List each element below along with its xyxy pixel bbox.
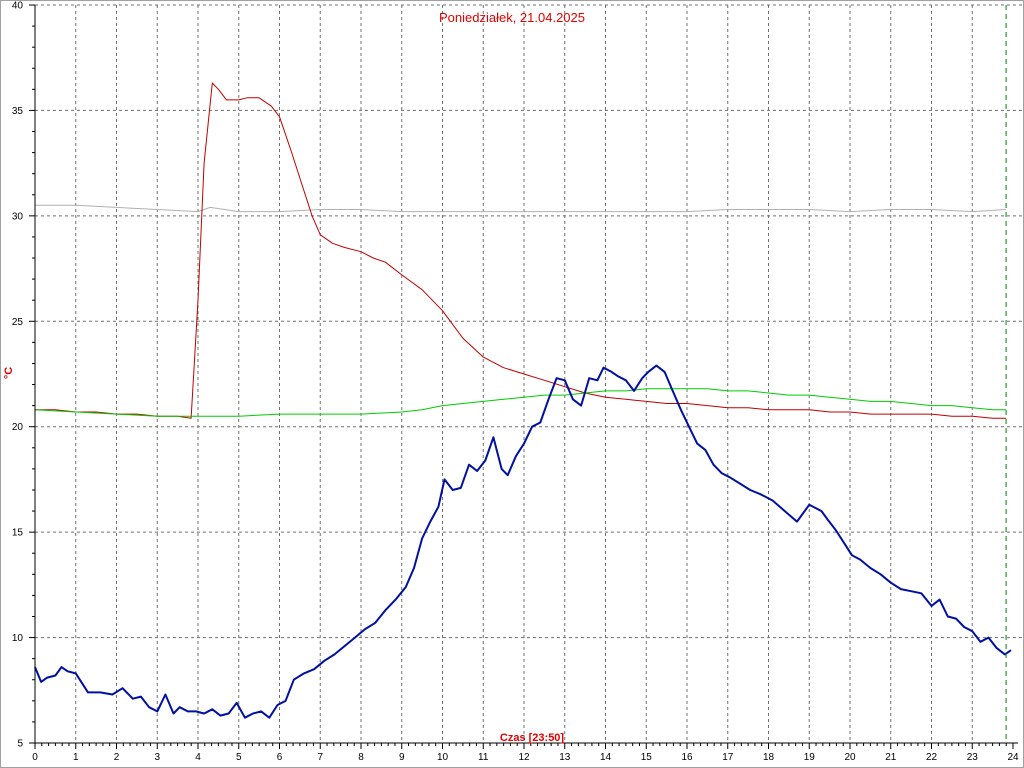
y-tick-label: 30: [12, 211, 24, 222]
x-tick-label: 6: [277, 752, 283, 763]
x-tick-label: 8: [358, 752, 364, 763]
y-tick-label: 40: [12, 1, 24, 12]
x-tick-label: 11: [478, 752, 489, 763]
x-tick-label: 14: [600, 752, 612, 763]
y-tick-label: 15: [12, 528, 24, 539]
y-axis-label: °C: [3, 367, 15, 379]
x-tick-label: 4: [195, 752, 201, 763]
x-tick-label: 21: [885, 752, 897, 763]
x-tick-label: 19: [804, 752, 816, 763]
series-line: [35, 204, 1007, 213]
y-tick-label: 35: [12, 106, 24, 117]
series-line: [34, 388, 1007, 417]
x-tick-label: 16: [681, 752, 693, 763]
chart-title: Poniedziałek, 21.04.2025: [439, 10, 585, 25]
x-tick-label: 24: [1007, 752, 1019, 763]
x-tick-label: 17: [722, 752, 734, 763]
y-tick-label: 20: [12, 422, 24, 433]
series-line: [35, 82, 1007, 419]
series-group: [34, 82, 1012, 719]
x-tick-label: 9: [399, 752, 405, 763]
x-axis-label: Czas [23:50]: [500, 732, 565, 744]
series-line: [34, 364, 1012, 719]
x-tick-label: 15: [641, 752, 653, 763]
x-tick-label: 1: [73, 752, 79, 763]
x-tick-label: 13: [559, 752, 571, 763]
y-tick-label: 10: [12, 633, 24, 644]
x-tick-label: 5: [236, 752, 242, 763]
x-tick-label: 22: [926, 752, 938, 763]
x-tick-label: 20: [844, 752, 856, 763]
x-tick-label: 18: [763, 752, 775, 763]
y-tick-label: 25: [12, 317, 24, 328]
x-tick-label: 23: [967, 752, 979, 763]
x-tick-label: 7: [317, 752, 323, 763]
x-tick-label: 10: [437, 752, 449, 763]
x-tick-label: 12: [518, 752, 530, 763]
y-tick-label: 5: [17, 739, 23, 750]
grid: [35, 4, 1023, 743]
x-tick-label: 0: [32, 752, 38, 763]
x-tick-label: 2: [114, 752, 120, 763]
x-tick-label: 3: [154, 752, 160, 763]
